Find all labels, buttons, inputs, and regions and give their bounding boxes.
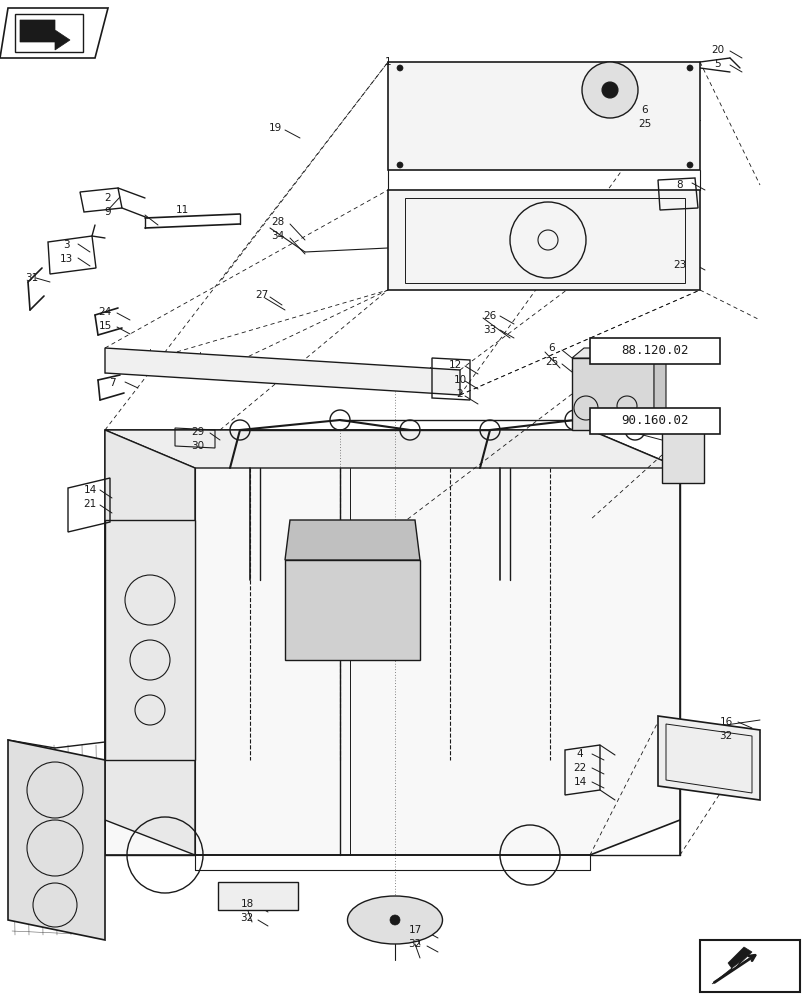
Text: 29: 29 [191, 427, 204, 437]
Polygon shape [105, 430, 679, 855]
Circle shape [686, 65, 692, 71]
Text: 14: 14 [84, 485, 97, 495]
Text: 16: 16 [719, 717, 732, 727]
Polygon shape [105, 430, 195, 855]
Text: 25: 25 [545, 357, 558, 367]
Polygon shape [285, 560, 419, 660]
Text: 23: 23 [672, 260, 686, 270]
Text: 9: 9 [105, 207, 111, 217]
Text: 1: 1 [384, 57, 391, 67]
Polygon shape [105, 348, 460, 395]
Text: 6: 6 [641, 105, 647, 115]
Bar [661, 428, 703, 483]
Text: 19: 19 [268, 123, 281, 133]
Polygon shape [217, 882, 298, 910]
Circle shape [601, 82, 617, 98]
Polygon shape [388, 190, 699, 290]
Text: 4: 4 [576, 749, 582, 759]
Bar [590, 338, 719, 364]
Bar [15, 14, 83, 52]
Text: 2: 2 [105, 193, 111, 203]
Text: 88.120.02: 88.120.02 [620, 344, 688, 358]
Polygon shape [571, 348, 665, 358]
Text: 32: 32 [719, 731, 732, 741]
Text: 6: 6 [548, 343, 555, 353]
Polygon shape [20, 20, 70, 50]
Bar [590, 408, 719, 434]
Bar [405, 198, 684, 283]
Text: 3: 3 [62, 240, 69, 250]
Polygon shape [657, 716, 759, 800]
Text: 90.160.02: 90.160.02 [620, 414, 688, 428]
Text: 25: 25 [637, 119, 650, 129]
Text: 26: 26 [483, 311, 496, 321]
Text: 27: 27 [255, 290, 268, 300]
Bar [699, 940, 799, 992]
Text: 20: 20 [710, 45, 723, 55]
Polygon shape [8, 740, 105, 940]
Text: 14: 14 [573, 777, 586, 787]
Text: 24: 24 [98, 307, 111, 317]
Text: 32: 32 [240, 913, 253, 923]
Bar [571, 358, 653, 430]
Text: 28: 28 [271, 217, 285, 227]
Text: 30: 30 [191, 441, 204, 451]
Text: 11: 11 [175, 205, 188, 215]
Text: 31: 31 [25, 273, 39, 283]
Text: 2: 2 [456, 389, 463, 399]
Circle shape [397, 65, 402, 71]
Text: 22: 22 [573, 763, 586, 773]
Text: 21: 21 [84, 499, 97, 509]
Text: 13: 13 [59, 254, 72, 264]
Text: 7: 7 [109, 378, 115, 388]
Circle shape [397, 162, 402, 168]
Text: 17: 17 [408, 925, 421, 935]
Text: 8: 8 [676, 180, 683, 190]
Circle shape [581, 62, 637, 118]
Ellipse shape [347, 896, 442, 944]
Polygon shape [653, 348, 665, 430]
Text: 15: 15 [98, 321, 111, 331]
Polygon shape [711, 947, 751, 984]
Polygon shape [388, 62, 699, 170]
Text: 32: 32 [408, 939, 421, 949]
Polygon shape [285, 520, 419, 560]
Text: 5: 5 [714, 59, 720, 69]
Polygon shape [105, 520, 195, 760]
Polygon shape [105, 430, 679, 468]
Text: 12: 12 [448, 360, 461, 370]
Circle shape [389, 915, 400, 925]
Circle shape [686, 162, 692, 168]
Text: 34: 34 [271, 231, 285, 241]
Text: 33: 33 [483, 325, 496, 335]
Text: 18: 18 [240, 899, 253, 909]
Text: 10: 10 [453, 375, 466, 385]
Polygon shape [0, 8, 108, 58]
